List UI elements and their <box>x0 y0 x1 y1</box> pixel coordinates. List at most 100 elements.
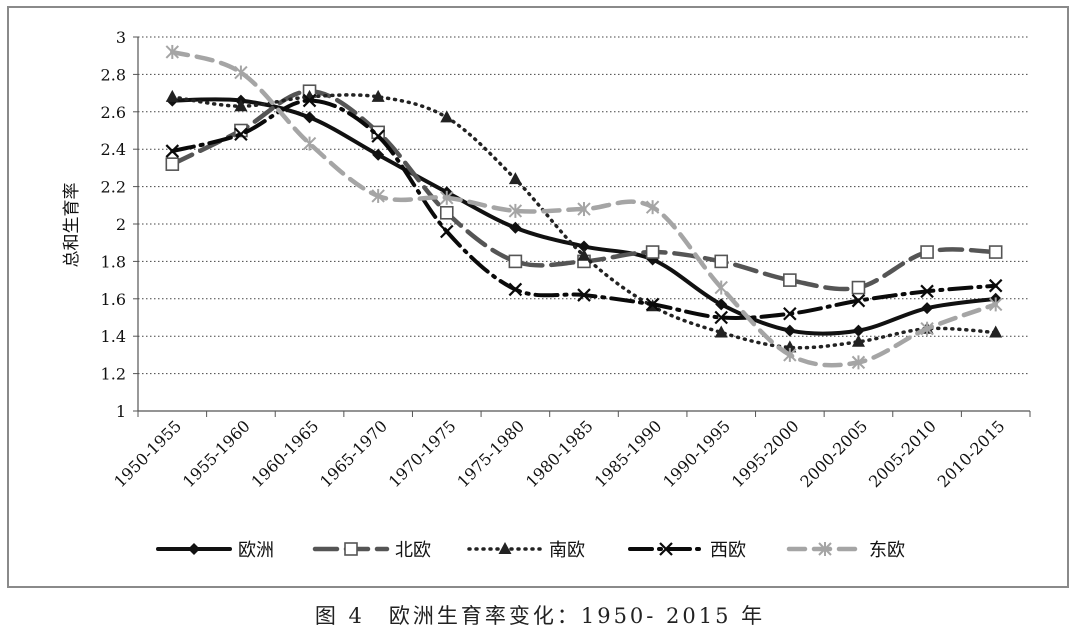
series-3 <box>165 89 1003 353</box>
data-point <box>577 288 591 302</box>
data-point-stroke <box>659 542 673 556</box>
legend-label: 欧洲 <box>238 540 274 561</box>
data-point <box>715 298 728 311</box>
data-point <box>344 542 358 556</box>
x-tick-label: 1965-1970 <box>316 416 391 491</box>
data-point <box>508 282 523 297</box>
x-tick-label: 1950-1955 <box>110 416 185 491</box>
data-point <box>851 280 866 295</box>
data-point <box>188 543 200 555</box>
data-point <box>659 542 673 556</box>
series-5 <box>165 44 1003 370</box>
data-point-stroke <box>783 306 797 321</box>
data-point <box>234 99 248 112</box>
data-point <box>645 297 660 312</box>
data-point-stroke <box>714 310 729 325</box>
x-tick-label: 2000-2005 <box>796 416 871 491</box>
data-point <box>783 306 797 321</box>
line-chart: 1 1.2 1.4 1.6 1.8 2 2.2 2.4 2.6 2.8 3 1950-19551955… <box>62 28 1031 561</box>
y-tick-label: 1.2 <box>101 365 126 384</box>
legend-label: 南欧 <box>549 540 585 561</box>
data-point <box>508 172 522 185</box>
data-point-stroke <box>439 224 454 239</box>
y-tick-label: 2 <box>116 215 126 234</box>
legend-item: 欧洲 <box>156 540 274 561</box>
data-point <box>989 325 1003 338</box>
data-point <box>714 280 728 295</box>
series-2 <box>165 84 1003 295</box>
legend-item: 东欧 <box>786 540 905 561</box>
data-point <box>852 324 865 337</box>
x-tick-label: 1980-1985 <box>522 416 597 491</box>
x-tick-label: 1975-1980 <box>453 416 528 491</box>
data-point <box>851 293 866 308</box>
y-axis-title: 总和生育率 <box>62 183 82 268</box>
data-point <box>783 324 796 337</box>
data-point-stroke <box>165 144 180 158</box>
data-point <box>988 245 1003 259</box>
data-point-stroke <box>988 278 1003 293</box>
data-point-stroke <box>920 284 934 299</box>
data-point <box>165 44 180 59</box>
data-point-stroke <box>508 282 523 297</box>
series-layer <box>165 44 1003 370</box>
x-tick-label: 1955-1960 <box>179 416 254 491</box>
data-point <box>498 542 512 554</box>
data-point <box>508 203 523 218</box>
data-point-stroke <box>302 93 317 108</box>
x-tick-label: 2010-2015 <box>934 416 1009 491</box>
y-tick-label: 2.2 <box>101 178 126 197</box>
data-point-stroke <box>234 127 248 142</box>
data-point <box>921 302 934 315</box>
y-tick-label: 1 <box>116 402 126 421</box>
data-point <box>818 542 832 556</box>
data-point <box>508 254 523 269</box>
legend-label: 东欧 <box>869 540 905 561</box>
data-point <box>988 278 1003 293</box>
data-point <box>645 200 660 215</box>
x-tick-label: 1960-1965 <box>248 416 323 491</box>
data-point <box>509 221 522 234</box>
data-point <box>783 340 797 353</box>
y-tick-label: 1.4 <box>101 327 126 346</box>
data-point <box>302 136 317 151</box>
x-tick-label: 1990-1995 <box>659 416 734 491</box>
legend-item: 北欧 <box>312 540 431 561</box>
data-point <box>714 310 729 325</box>
data-point <box>234 127 248 142</box>
data-point <box>440 190 454 205</box>
data-point-stroke <box>371 129 385 143</box>
x-tick-label: 1995-2000 <box>728 416 803 491</box>
x-tick-label: 2005-2010 <box>865 416 940 491</box>
data-point <box>851 355 866 370</box>
data-point <box>645 245 660 259</box>
data-point <box>303 111 316 124</box>
y-tick-label: 2.8 <box>101 65 126 84</box>
y-tick-label: 1.8 <box>101 252 126 271</box>
data-point <box>577 248 591 261</box>
data-point <box>372 148 385 161</box>
grid-lines <box>138 36 1030 375</box>
data-point <box>440 110 454 123</box>
data-point <box>783 347 797 362</box>
figure-caption: 图 4 欧洲生育率变化：1950- 2015 年 <box>314 604 766 628</box>
series-1 <box>166 94 1002 337</box>
data-point <box>234 65 248 80</box>
data-point <box>165 157 180 171</box>
series-4 <box>165 93 1003 325</box>
legend: 欧洲 北欧 南欧 西欧 东欧 <box>156 540 905 561</box>
data-point <box>988 297 1003 312</box>
x-tick-label: 1970-1975 <box>385 416 460 491</box>
y-tick-label: 2.4 <box>101 140 126 159</box>
data-point <box>165 144 180 158</box>
data-point <box>714 325 728 338</box>
y-tick-label: 3 <box>116 28 126 47</box>
data-point <box>577 202 591 217</box>
data-point <box>302 93 317 108</box>
data-point <box>439 205 454 220</box>
legend-label: 西欧 <box>710 540 746 561</box>
data-point <box>920 245 934 259</box>
legend-item: 南欧 <box>467 540 585 561</box>
data-point <box>165 89 179 102</box>
data-point <box>371 129 385 143</box>
